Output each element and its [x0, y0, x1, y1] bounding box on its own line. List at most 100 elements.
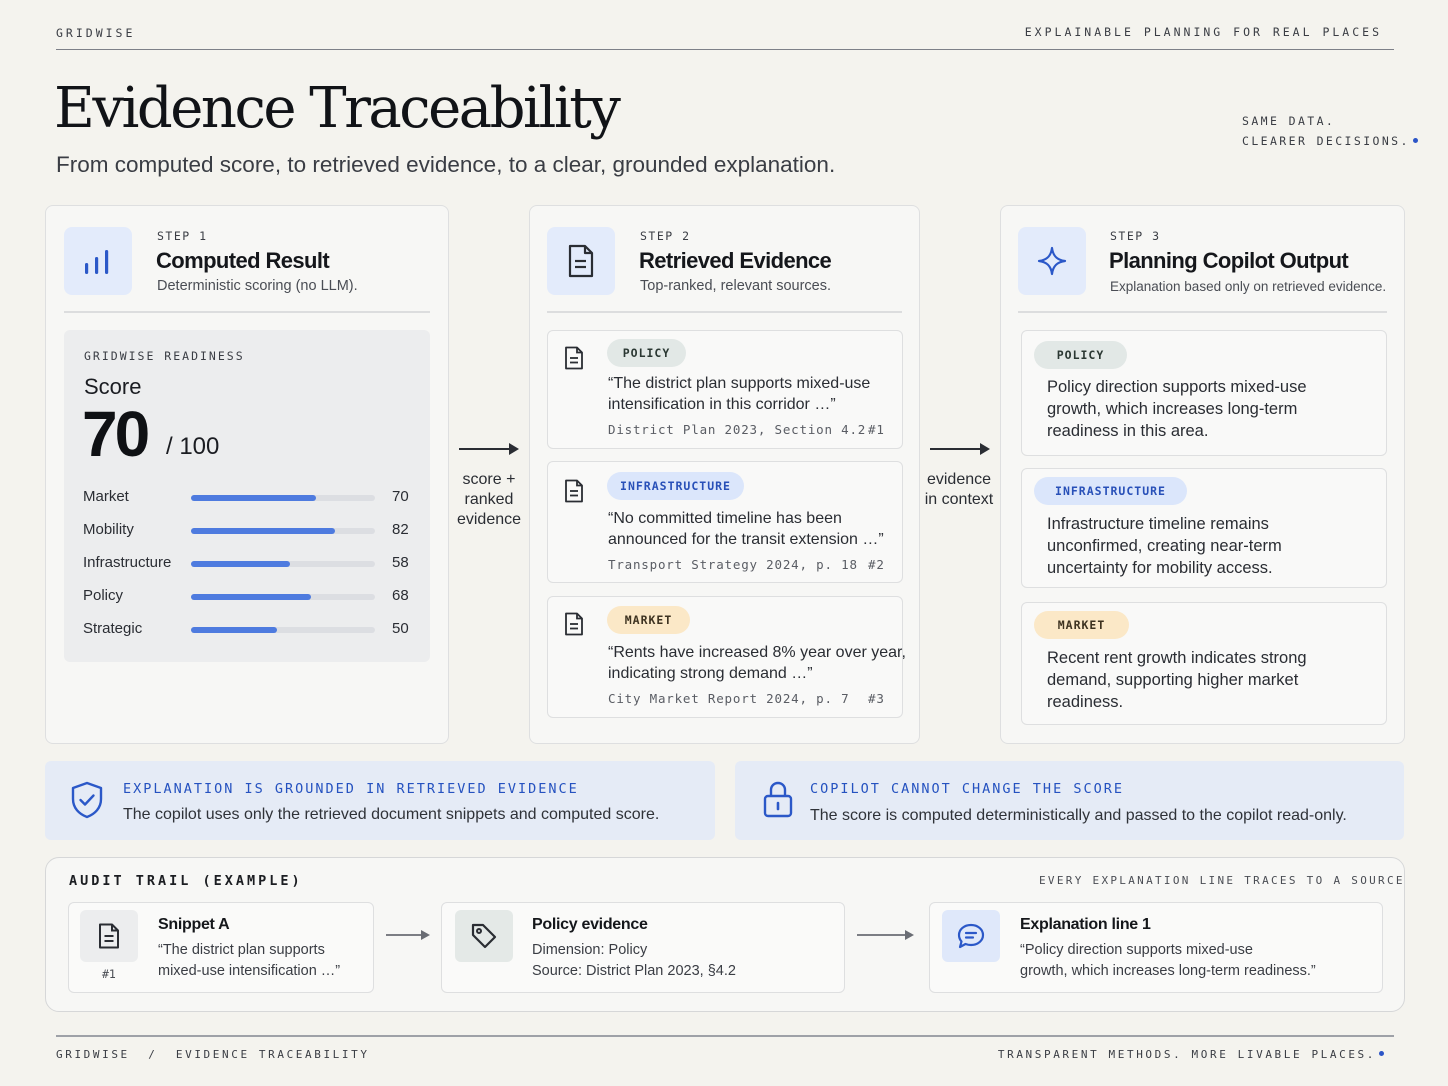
- tag-policy: POLICY: [607, 339, 686, 367]
- explanation-head: Explanation line 1: [1020, 916, 1151, 933]
- side-note-line-1: SAME DATA.: [1242, 114, 1336, 128]
- dimension-label: Mobility: [83, 521, 134, 538]
- step-2-title: Retrieved Evidence: [639, 248, 832, 273]
- arrow-2-line-2: in context: [924, 491, 994, 508]
- divider: [547, 311, 902, 313]
- shield-check-icon: [71, 781, 103, 819]
- document-icon: [80, 910, 138, 962]
- tag-policy: POLICY: [1034, 341, 1127, 369]
- score-max: / 100: [166, 433, 220, 460]
- step-3-label: STEP 3: [1110, 229, 1161, 243]
- copilot-text: Recent rent growth indicates strong deman…: [1047, 647, 1307, 713]
- locked-title: COPILOT CANNOT CHANGE THE SCORE: [810, 781, 1124, 797]
- arrow-right-icon: [459, 443, 519, 455]
- evidence-rank: #2: [868, 557, 885, 572]
- dimension-value: 50: [392, 620, 409, 637]
- copilot-line-1: Infrastructure timeline remains: [1047, 515, 1269, 533]
- evidence-line-2: Source: District Plan 2023, §4.2: [532, 963, 736, 979]
- snippet-body: “The district plan supports mixed-use int…: [158, 940, 340, 982]
- snippet-rank: #1: [102, 967, 116, 981]
- step-2-label: STEP 2: [640, 229, 691, 243]
- evidence-source: City Market Report 2024, p. 7: [608, 691, 850, 706]
- document-icon: [565, 346, 583, 370]
- dimension-bar-fill: [191, 627, 278, 633]
- footer-right: TRANSPARENT METHODS. MORE LIVABLE PLACES…: [998, 1048, 1384, 1061]
- side-note-line-2: CLEARER DECISIONS.: [1242, 134, 1410, 148]
- document-icon: [547, 227, 615, 295]
- dimension-bar-track: [191, 495, 375, 501]
- dimension-value: 70: [392, 488, 409, 505]
- page-title: Evidence Traceability: [54, 76, 621, 141]
- footer-rule: [56, 1035, 1394, 1037]
- evidence-quote: “No committed timeline has been announced…: [608, 508, 884, 550]
- explanation-body: “Policy direction supports mixed-use grow…: [1020, 940, 1316, 982]
- step-3-desc: Explanation based only on retrieved evid…: [1110, 279, 1387, 294]
- step-1-desc: Deterministic scoring (no LLM).: [157, 278, 358, 294]
- document-icon: [565, 612, 583, 636]
- accent-dot-icon: [1412, 138, 1418, 143]
- evidence-line-1: Dimension: Policy: [532, 942, 648, 958]
- lock-icon: [763, 781, 793, 818]
- header-rule: [56, 0, 1394, 50]
- evidence-body: Dimension: Policy Source: District Plan 2…: [532, 940, 736, 982]
- audit-explanation-card[interactable]: [929, 902, 1383, 993]
- snippet-line-1: “The district plan supports: [158, 942, 325, 958]
- explanation-line-2: growth, which increases long-term readin…: [1020, 963, 1316, 979]
- step-1-title: Computed Result: [156, 248, 330, 273]
- dimension-bar-fill: [191, 495, 317, 501]
- accent-dot-icon: [1379, 1051, 1384, 1056]
- page-subtitle: From computed score, to retrieved eviden…: [56, 152, 836, 177]
- quote-line-1: “No committed timeline has been: [608, 510, 842, 527]
- copilot-text: Policy direction supports mixed-use growt…: [1047, 376, 1307, 442]
- score-panel-label: GRIDWISE READINESS: [84, 349, 245, 363]
- evidence-quote: “The district plan supports mixed-use int…: [608, 373, 870, 415]
- evidence-item[interactable]: [547, 596, 903, 718]
- dimension-bar-fill: [191, 594, 311, 600]
- arrow-2-line-1: evidence: [926, 471, 992, 488]
- audit-note: EVERY EXPLANATION LINE TRACES TO A SOURC…: [1039, 874, 1405, 887]
- footer-right-text: TRANSPARENT METHODS. MORE LIVABLE PLACES…: [997, 1048, 1376, 1061]
- dimension-value: 82: [392, 521, 409, 538]
- grounded-info-box: [45, 761, 715, 840]
- quote-line-2: announced for the transit extension …”: [608, 531, 884, 548]
- arrow-right-icon: [386, 930, 430, 940]
- copilot-line-2: growth, which increases long-term: [1047, 400, 1298, 418]
- evidence-head: Policy evidence: [532, 916, 648, 933]
- copilot-line-3: uncertainty for mobility access.: [1047, 559, 1273, 577]
- locked-text: The score is computed deterministically …: [810, 807, 1347, 824]
- tag-infrastructure: INFRASTRUCTURE: [607, 472, 744, 500]
- copilot-text: Infrastructure timeline remains unconfirm…: [1047, 513, 1282, 579]
- quote-line-1: “Rents have increased 8% year over year,: [608, 644, 906, 661]
- arrow-1-line-3: evidence: [456, 511, 522, 528]
- divider: [64, 311, 430, 313]
- evidence-source: Transport Strategy 2024, p. 18: [608, 557, 858, 572]
- dimension-bar-fill: [191, 528, 335, 534]
- arrow-right-icon: [857, 930, 914, 940]
- quote-line-1: “The district plan supports mixed-use: [608, 375, 871, 392]
- dimension-bar-track: [191, 594, 375, 600]
- evidence-item[interactable]: [547, 330, 903, 449]
- arrow-1-label: score + ranked evidence: [452, 470, 526, 530]
- step-3-title: Planning Copilot Output: [1109, 248, 1349, 273]
- locked-info-box: [735, 761, 1404, 840]
- copilot-line-2: unconfirmed, creating near-term: [1047, 537, 1282, 555]
- snippet-head: Snippet A: [158, 916, 230, 933]
- arrow-right-icon: [930, 443, 990, 455]
- tag-market: MARKET: [607, 606, 690, 634]
- dimension-bar-fill: [191, 561, 291, 567]
- grounded-text: The copilot uses only the retrieved docu…: [123, 806, 660, 823]
- evidence-rank: #3: [868, 691, 885, 706]
- step-2-desc: Top-ranked, relevant sources.: [640, 278, 832, 294]
- dimension-bar-track: [191, 528, 375, 534]
- dimension-label: Policy: [83, 587, 124, 604]
- evidence-rank: #1: [868, 422, 885, 437]
- dimension-value: 68: [392, 587, 409, 604]
- copilot-line-3: readiness in this area.: [1047, 422, 1209, 440]
- explanation-line-1: “Policy direction supports mixed-use: [1020, 942, 1253, 958]
- sparkle-icon: [1018, 227, 1086, 295]
- quote-line-2: intensification in this corridor …”: [608, 396, 836, 413]
- quote-line-2: indicating strong demand …”: [608, 665, 813, 682]
- dimension-value: 58: [392, 554, 409, 571]
- dimension-label: Strategic: [83, 620, 143, 637]
- copilot-line-2: demand, supporting higher market: [1047, 671, 1299, 689]
